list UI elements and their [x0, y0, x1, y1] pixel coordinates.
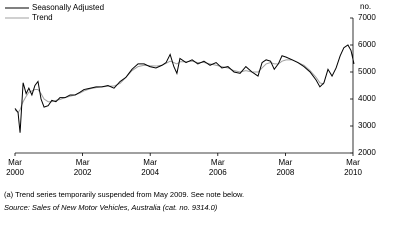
y-tick-label: 7000 — [358, 13, 376, 22]
legend-label: Seasonally Adjusted — [32, 3, 104, 12]
x-tick-label: Mar 2002 — [73, 158, 92, 177]
page: no. 2000 3000 4000 5000 6000 7000 Seasonally A… — [4, 2, 376, 212]
x-tick-label: Mar 2000 — [6, 158, 24, 177]
series-line — [14, 59, 325, 114]
series-line — [14, 44, 355, 133]
x-tick-label: Mar 2004 — [141, 158, 160, 177]
x-tick-label: Mar 2010 — [344, 158, 362, 177]
x-tick-label: Mar 2006 — [208, 158, 227, 177]
y-tick-label: 4000 — [358, 94, 376, 103]
y-axis-label: no. — [360, 2, 371, 11]
y-tick-label: 5000 — [358, 67, 376, 76]
y-tick-label: 2000 — [358, 148, 376, 157]
source: Source: Sales of New Motor Vehicles, Aus… — [4, 203, 218, 212]
y-tick-label: 6000 — [358, 40, 376, 49]
y-tick-label: 3000 — [358, 121, 376, 130]
x-tick-label: Mar 2008 — [276, 158, 295, 177]
chart: no. 2000 3000 4000 5000 6000 7000 Seasonally A… — [5, 2, 376, 157]
footnote: (a) Trend series temporarily suspended f… — [4, 190, 245, 199]
legend-label: Trend — [32, 13, 53, 22]
